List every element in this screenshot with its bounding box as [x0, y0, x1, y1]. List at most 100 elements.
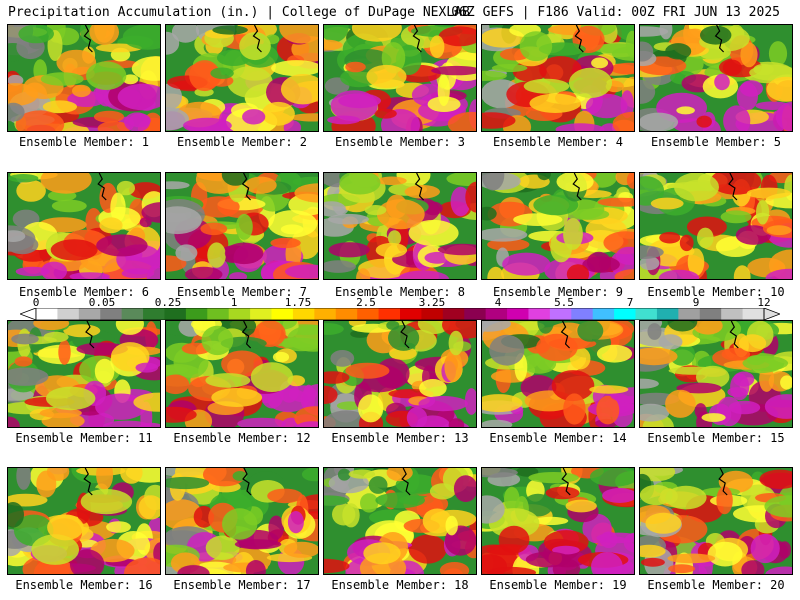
precip-map	[8, 173, 160, 279]
colorbar-tick: 0.25	[154, 296, 182, 309]
colorbar-swatch	[421, 308, 444, 320]
ensemble-member-label: Ensemble Member: 3	[334, 135, 466, 149]
colorbar-swatch	[185, 308, 208, 320]
ensemble-member-label: Ensemble Member: 9	[492, 285, 624, 299]
colorbar-swatch	[678, 308, 701, 320]
colorbar-swatch	[742, 308, 765, 320]
colorbar-swatch	[721, 308, 744, 320]
colorbar-swatch	[571, 308, 594, 320]
precip-map	[482, 321, 634, 427]
precip-map	[166, 173, 318, 279]
precip-map	[482, 173, 634, 279]
colorbar-swatch	[228, 308, 251, 320]
ensemble-member-label: Ensemble Member: 10	[647, 285, 785, 299]
ensemble-member-label: Ensemble Member: 6	[18, 285, 150, 299]
precip-map	[8, 468, 160, 574]
chart-title: Precipitation Accumulation (in.) | Colle…	[8, 5, 470, 20]
ensemble-panel-1	[7, 24, 161, 132]
colorbar-swatch	[335, 308, 358, 320]
colorbar-tick: 3.25	[418, 296, 446, 309]
ensemble-panel-16	[7, 467, 161, 575]
ensemble-member-label: Ensemble Member: 2	[176, 135, 308, 149]
precip-map	[324, 25, 476, 131]
precip-map	[8, 25, 160, 131]
colorbar-swatch	[314, 308, 337, 320]
colorbar-tick-labels: 0 0.05 0.25 1 1.75 2.5 3.25 4 5.5 7 9 12	[0, 296, 800, 309]
precip-map	[640, 173, 792, 279]
colorbar-tick: 1	[230, 296, 238, 309]
precip-map	[324, 173, 476, 279]
colorbar-swatch	[528, 308, 551, 320]
ensemble-panel-10	[639, 172, 793, 280]
colorbar-swatch	[207, 308, 230, 320]
ensemble-panel-14	[481, 320, 635, 428]
colorbar-swatch	[271, 308, 294, 320]
colorbar-swatch	[507, 308, 529, 320]
ensemble-member-label: Ensemble Member: 20	[647, 578, 785, 592]
colorbar-swatch	[442, 308, 465, 320]
precip-map	[166, 468, 318, 574]
ensemble-panel-13	[323, 320, 477, 428]
colorbar-swatch	[357, 308, 380, 320]
colorbar-swatch	[292, 308, 315, 320]
ensemble-panel-11	[7, 320, 161, 428]
colorbar-swatch	[100, 308, 123, 320]
ensemble-member-label: Ensemble Member: 1	[18, 135, 150, 149]
colorbar-swatch	[36, 308, 58, 320]
colorbar-swatch	[143, 308, 165, 320]
ensemble-member-label: Ensemble Member: 18	[331, 578, 469, 592]
ensemble-member-label: Ensemble Member: 5	[650, 135, 782, 149]
ensemble-panel-12	[165, 320, 319, 428]
colorbar-tick: 1.75	[284, 296, 312, 309]
colorbar-swatch	[635, 308, 658, 320]
colorbar-swatch	[464, 308, 487, 320]
colorbar-swatch	[250, 308, 273, 320]
ensemble-panel-15	[639, 320, 793, 428]
colorbar-swatch	[549, 308, 572, 320]
ensemble-panel-8	[323, 172, 477, 280]
colorbar-swatch	[164, 308, 187, 320]
colorbar-swatch	[656, 308, 679, 320]
colorbar-swatch	[78, 308, 101, 320]
colorbar	[20, 308, 780, 320]
colorbar-tick: 2.5	[356, 296, 376, 309]
ensemble-panel-2	[165, 24, 319, 132]
ensemble-member-label: Ensemble Member: 17	[173, 578, 311, 592]
ensemble-panel-4	[481, 24, 635, 132]
ensemble-member-label: Ensemble Member: 8	[334, 285, 466, 299]
colorbar-swatch	[378, 308, 401, 320]
colorbar-tick: 0	[32, 296, 40, 309]
colorbar-swatch	[485, 308, 508, 320]
ensemble-panel-3	[323, 24, 477, 132]
ensemble-member-label: Ensemble Member: 7	[176, 285, 308, 299]
colorbar-swatch	[592, 308, 615, 320]
ensemble-member-label: Ensemble Member: 15	[647, 431, 785, 445]
ensemble-member-label: Ensemble Member: 13	[331, 431, 469, 445]
ensemble-member-label: Ensemble Member: 16	[15, 578, 153, 592]
colorbar-swatch	[121, 308, 144, 320]
colorbar-tick: 0.05	[88, 296, 116, 309]
precip-map	[166, 321, 318, 427]
colorbar-swatch	[614, 308, 637, 320]
colorbar-right-arrow	[763, 308, 780, 320]
ensemble-panel-18	[323, 467, 477, 575]
ensemble-member-label: Ensemble Member: 14	[489, 431, 627, 445]
ensemble-member-label: Ensemble Member: 11	[15, 431, 153, 445]
colorbar-tick: 9	[692, 296, 700, 309]
run-info: 06Z GEFS | F186 Valid: 00Z FRI JUN 13 20…	[451, 5, 780, 20]
precip-map	[640, 321, 792, 427]
colorbar-left-arrow	[20, 308, 37, 320]
colorbar-tick: 7	[626, 296, 634, 309]
precip-map	[324, 468, 476, 574]
ensemble-panel-7	[165, 172, 319, 280]
ensemble-member-label: Ensemble Member: 4	[492, 135, 624, 149]
ensemble-member-label: Ensemble Member: 12	[173, 431, 311, 445]
ensemble-panel-20	[639, 467, 793, 575]
ensemble-panel-6	[7, 172, 161, 280]
colorbar-swatch	[699, 308, 722, 320]
colorbar-tick: 12	[757, 296, 771, 309]
ensemble-member-label: Ensemble Member: 19	[489, 578, 627, 592]
ensemble-panel-5	[639, 24, 793, 132]
ensemble-panel-17	[165, 467, 319, 575]
colorbar-tick: 4	[494, 296, 502, 309]
